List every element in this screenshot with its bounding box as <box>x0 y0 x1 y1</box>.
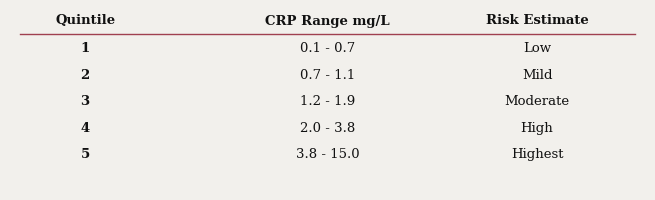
Text: 0.1 - 0.7: 0.1 - 0.7 <box>300 43 355 55</box>
Text: 0.7 - 1.1: 0.7 - 1.1 <box>300 69 355 82</box>
Text: 3: 3 <box>81 95 90 108</box>
Text: Risk Estimate: Risk Estimate <box>486 15 588 27</box>
Text: CRP Range mg/L: CRP Range mg/L <box>265 15 390 27</box>
Text: 3.8 - 15.0: 3.8 - 15.0 <box>295 148 360 161</box>
Text: 5: 5 <box>81 148 90 161</box>
Text: 1.2 - 1.9: 1.2 - 1.9 <box>300 95 355 108</box>
Text: 2: 2 <box>81 69 90 82</box>
Text: 2.0 - 3.8: 2.0 - 3.8 <box>300 122 355 135</box>
Text: High: High <box>521 122 553 135</box>
Text: Moderate: Moderate <box>504 95 570 108</box>
Text: 4: 4 <box>81 122 90 135</box>
Text: Mild: Mild <box>522 69 552 82</box>
Text: Highest: Highest <box>511 148 563 161</box>
Text: Quintile: Quintile <box>55 15 115 27</box>
Text: Low: Low <box>523 43 551 55</box>
Text: 1: 1 <box>81 43 90 55</box>
